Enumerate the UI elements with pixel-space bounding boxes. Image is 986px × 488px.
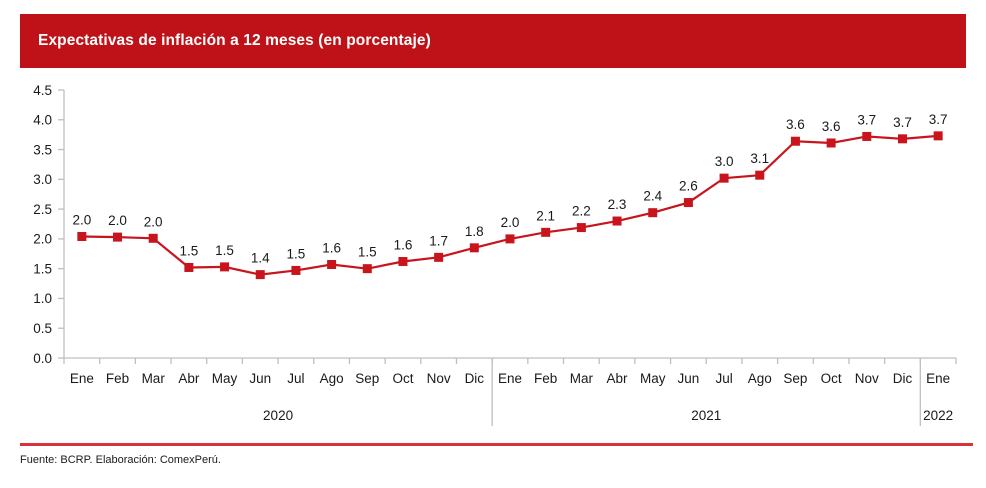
x-axis-month-label: Mar	[142, 371, 166, 386]
data-point-marker	[790, 136, 800, 146]
data-point-value-label: 2.0	[501, 215, 520, 230]
y-axis-tick-label: 2.5	[33, 202, 52, 217]
x-axis-month-label: Feb	[106, 371, 129, 386]
data-point-marker	[576, 223, 586, 233]
y-axis-tick-label: 3.5	[33, 142, 52, 157]
x-axis-month-label: Ene	[70, 371, 94, 386]
source-text: Fuente: BCRP. Elaboración: ComexPerú.	[20, 454, 221, 466]
data-point-value-label: 3.1	[750, 151, 769, 166]
x-axis-month-label: Mar	[570, 371, 594, 386]
data-point-marker	[469, 243, 479, 253]
x-axis-month-label: May	[640, 371, 666, 386]
year-label: 2022	[923, 408, 953, 423]
x-axis-month-label: Nov	[427, 371, 451, 386]
data-point-value-label: 3.7	[857, 112, 876, 127]
x-axis-month-label: Oct	[392, 371, 413, 386]
data-point-marker	[648, 208, 658, 218]
x-axis-month-label: Oct	[821, 371, 842, 386]
x-axis-month-label: Ago	[320, 371, 344, 386]
data-point-value-label: 1.5	[215, 243, 234, 258]
x-axis-month-label: Jun	[678, 371, 700, 386]
y-axis-tick-label: 3.0	[33, 172, 52, 187]
x-axis-month-label: Feb	[534, 371, 557, 386]
data-point-value-label: 2.1	[536, 208, 555, 223]
data-point-value-label: 2.0	[144, 214, 163, 229]
data-point-marker	[505, 234, 515, 244]
data-point-value-label: 1.4	[251, 251, 270, 266]
data-point-marker	[220, 262, 230, 272]
y-axis-tick-label: 0.0	[33, 351, 52, 366]
data-point-marker	[113, 232, 123, 242]
data-point-marker	[719, 173, 729, 183]
data-point-marker	[434, 252, 444, 262]
data-point-value-label: 1.6	[394, 238, 413, 253]
year-label: 2020	[263, 408, 293, 423]
data-point-marker	[184, 262, 194, 272]
x-axis-month-label: Jul	[715, 371, 732, 386]
x-axis-month-label: Jun	[249, 371, 271, 386]
data-point-value-label: 2.2	[572, 204, 591, 219]
data-point-marker	[327, 259, 337, 269]
x-axis-month-label: Sep	[355, 371, 379, 386]
data-point-marker	[897, 134, 907, 144]
data-point-value-label: 3.6	[786, 117, 805, 132]
data-point-value-label: 3.0	[715, 154, 734, 169]
data-point-value-label: 2.0	[108, 213, 127, 228]
x-axis-month-label: May	[212, 371, 238, 386]
x-axis-month-label: Jul	[287, 371, 304, 386]
x-axis-month-label: Nov	[855, 371, 879, 386]
data-point-marker	[255, 270, 265, 280]
data-point-value-label: 2.3	[608, 197, 627, 212]
x-axis-month-label: Abr	[607, 371, 629, 386]
year-label: 2021	[691, 408, 721, 423]
x-axis-month-label: Dic	[465, 371, 485, 386]
x-axis-month-label: Ene	[498, 371, 522, 386]
data-point-marker	[862, 131, 872, 141]
data-point-value-label: 1.6	[322, 240, 341, 255]
data-point-value-label: 3.7	[929, 112, 948, 127]
data-point-marker	[541, 227, 551, 237]
chart-title-banner: Expectativas de inflación a 12 meses (en…	[20, 14, 966, 68]
chart-title: Expectativas de inflación a 12 meses (en…	[38, 32, 431, 49]
data-point-value-label: 1.5	[287, 246, 306, 261]
data-point-value-label: 1.5	[179, 243, 198, 258]
data-point-marker	[77, 232, 87, 242]
x-axis-month-label: Dic	[893, 371, 913, 386]
data-point-marker	[148, 233, 158, 243]
data-point-marker	[612, 216, 622, 226]
y-axis-tick-label: 4.5	[33, 83, 52, 98]
data-point-marker	[826, 138, 836, 148]
data-point-marker	[933, 131, 943, 141]
data-point-value-label: 1.7	[429, 233, 448, 248]
data-point-marker	[398, 257, 408, 267]
y-axis-tick-label: 1.0	[33, 291, 52, 306]
data-point-value-label: 2.0	[72, 213, 91, 228]
series-line	[81, 134, 939, 276]
data-point-marker	[755, 170, 765, 180]
x-axis-month-label: Sep	[783, 371, 807, 386]
y-axis-tick-label: 4.0	[33, 113, 52, 128]
data-point-value-label: 3.7	[893, 115, 912, 130]
data-point-value-label: 2.4	[643, 189, 662, 204]
data-point-value-label: 1.5	[358, 245, 377, 260]
data-point-marker	[291, 265, 301, 275]
y-axis-tick-label: 2.0	[33, 232, 52, 247]
data-point-value-label: 3.6	[822, 119, 841, 134]
inflation-expectations-chart: 0.0 0.5 1.0 1.5 2.0 2.5 3.0 3.5 4.0 4.5 Ene Feb Mar A…	[0, 68, 986, 434]
y-axis-tick-label: 0.5	[33, 321, 52, 336]
chart-canvas: 0.0 0.5 1.0 1.5 2.0 2.5 3.0 3.5 4.0 4.5 Ene Feb Mar A…	[33, 83, 957, 426]
data-point-value-label: 2.6	[679, 179, 698, 194]
x-axis-month-label: Ago	[748, 371, 772, 386]
data-point-marker	[362, 264, 372, 274]
x-axis-month-label: Abr	[178, 371, 200, 386]
data-point-marker	[683, 198, 693, 208]
data-point-value-label: 1.8	[465, 224, 484, 239]
footer-divider	[20, 443, 973, 446]
x-axis-month-label: Ene	[926, 371, 950, 386]
y-axis-tick-label: 1.5	[33, 261, 52, 276]
